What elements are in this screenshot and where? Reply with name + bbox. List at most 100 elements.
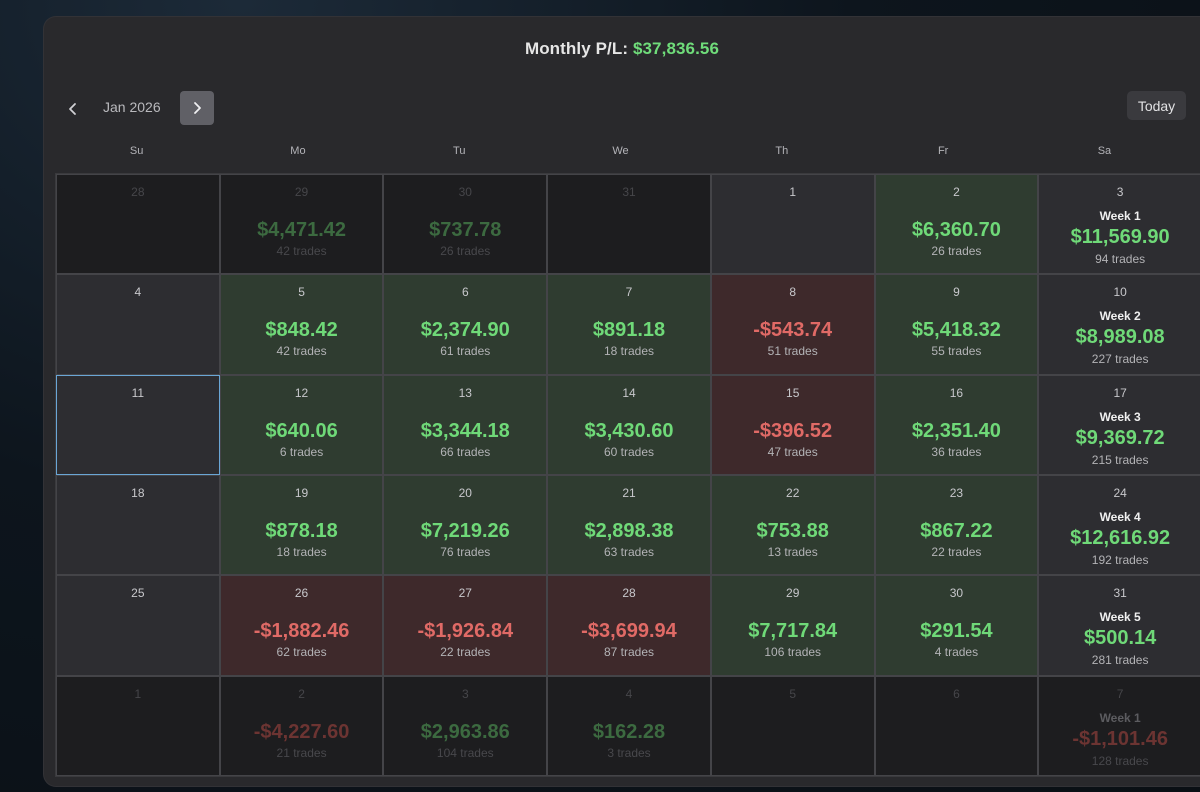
week-summary-cell[interactable]: 10 Week 2 $8,989.08 227 trades [1038, 274, 1200, 375]
trade-count: 128 trades [1091, 753, 1149, 768]
next-month-button[interactable] [180, 91, 214, 125]
calendar-day-cell[interactable]: 14 $3,430.60 60 trades [547, 374, 711, 475]
day-number: 11 [131, 385, 145, 400]
week-label: Week 1 [1099, 209, 1141, 223]
pl-amount: $640.06 [265, 419, 338, 442]
trade-count: 63 trades [603, 545, 655, 559]
week-summary-cell[interactable]: 3 Week 1 $11,569.90 94 trades [1038, 174, 1200, 275]
weekday-label: Tu [453, 145, 466, 157]
day-number: 27 [458, 586, 472, 601]
calendar-day-cell[interactable]: 16 $2,351.40 36 trades [874, 374, 1039, 475]
pl-amount: $737.78 [429, 219, 502, 241]
week-label: Week 2 [1099, 309, 1141, 324]
day-number: 5 [789, 686, 797, 701]
trade-count: 42 trades [276, 244, 327, 258]
calendar-day-cell[interactable]: 19 $878.18 18 trades [219, 475, 384, 576]
calendar-day-cell[interactable]: 28 -$3,699.94 87 trades [547, 575, 711, 676]
trade-count: 66 trades [440, 444, 491, 459]
calendar-day-cell[interactable]: 15 -$396.52 47 trades [710, 374, 875, 475]
day-number: 12 [294, 385, 309, 400]
trade-count: 42 trades [276, 344, 327, 359]
trade-count: 55 trades [931, 344, 982, 359]
calendar-day-cell[interactable]: 2 -$4,227.60 21 trades [219, 675, 384, 776]
day-number: 16 [949, 385, 964, 400]
day-number: 19 [294, 486, 309, 500]
trade-count: 281 trades [1091, 653, 1149, 668]
calendar-day-cell[interactable]: 4 $162.28 3 trades [547, 675, 711, 776]
pl-amount: $891.18 [592, 319, 666, 342]
weekday-label: Su [129, 145, 144, 157]
calendar-grid: 28 29 $4,471.42 42 trades 30 $737.78 26 trades… [55, 173, 1200, 777]
day-number: 13 [458, 385, 472, 400]
calendar-day-cell[interactable]: 12 $640.06 6 trades [219, 374, 384, 475]
trade-count: 61 trades [440, 344, 491, 359]
day-number: 31 [622, 185, 636, 199]
calendar-panel: Monthly P/L: $37,836.56 Jan 2026 Today S… [44, 17, 1200, 786]
pl-amount: $11,569.90 [1070, 226, 1170, 248]
calendar-day-cell[interactable]: 1 [56, 675, 220, 776]
calendar-day-cell[interactable]: 5 $848.42 42 trades [219, 274, 384, 375]
pl-amount: $2,374.90 [420, 319, 510, 342]
chevron-right-icon [194, 102, 201, 114]
trade-count: 22 trades [931, 545, 982, 559]
calendar-day-cell[interactable]: 8 -$543.74 51 trades [710, 274, 875, 375]
trade-count: 87 trades [603, 645, 655, 660]
day-number: 24 [1113, 486, 1127, 500]
calendar-day-cell[interactable]: 6 $2,374.90 61 trades [383, 274, 548, 375]
calendar-day-cell[interactable]: 29 $4,471.42 42 trades [219, 174, 384, 275]
day-number: 7 [1116, 686, 1124, 701]
calendar-day-cell[interactable]: 9 $5,418.32 55 trades [874, 274, 1039, 375]
day-number: 4 [625, 686, 633, 701]
calendar-day-cell[interactable]: 1 [710, 174, 875, 275]
pl-amount: $4,471.42 [257, 219, 347, 241]
calendar-day-cell[interactable]: 13 $3,344.18 66 trades [383, 374, 548, 475]
trade-count: 106 trades [764, 645, 822, 660]
trade-count: 227 trades [1091, 352, 1149, 367]
pl-amount: -$3,699.94 [581, 620, 677, 643]
trade-count: 215 trades [1091, 452, 1149, 467]
calendar-day-cell[interactable]: 5 [710, 675, 875, 776]
calendar-day-cell[interactable]: 2 $6,360.70 26 trades [874, 174, 1039, 275]
calendar-day-cell[interactable]: 26 -$1,882.46 62 trades [219, 575, 384, 676]
calendar-day-cell[interactable]: 28 [56, 174, 220, 275]
day-number: 6 [461, 285, 469, 300]
calendar-day-cell[interactable]: 25 [56, 575, 220, 676]
calendar-day-cell[interactable]: 30 $737.78 26 trades [383, 174, 548, 275]
trade-count: 36 trades [931, 444, 982, 459]
week-label: Week 4 [1099, 510, 1141, 524]
calendar-day-cell[interactable]: 23 $867.22 22 trades [874, 475, 1039, 576]
week-summary-cell[interactable]: 31 Week 5 $500.14 281 trades [1038, 575, 1200, 676]
day-number: 6 [953, 686, 960, 701]
today-button[interactable]: Today [1127, 91, 1186, 120]
calendar-day-cell[interactable]: 7 $891.18 18 trades [547, 274, 711, 375]
day-number: 29 [786, 586, 800, 601]
calendar-day-cell[interactable]: 21 $2,898.38 63 trades [547, 475, 711, 576]
week-summary-cell[interactable]: 17 Week 3 $9,369.72 215 trades [1038, 374, 1200, 475]
calendar-day-cell[interactable]: 27 -$1,926.84 22 trades [383, 575, 548, 676]
calendar-day-cell[interactable]: 31 [547, 174, 711, 275]
calendar-day-cell[interactable]: 30 $291.54 4 trades [874, 575, 1039, 676]
calendar-day-cell[interactable]: 22 $753.88 13 trades [710, 475, 875, 576]
monthly-pl-value: $37,836.56 [632, 39, 720, 58]
day-number: 7 [625, 285, 633, 300]
week-summary-cell[interactable]: 7 Week 1 -$1,101.46 128 trades [1038, 675, 1200, 776]
day-number: 3 [1116, 185, 1124, 199]
calendar-day-cell[interactable]: 3 $2,963.86 104 trades [383, 675, 548, 776]
prev-month-button[interactable] [60, 93, 86, 125]
trade-count: 6 trades [279, 444, 324, 459]
week-summary-cell[interactable]: 24 Week 4 $12,616.92 192 trades [1038, 475, 1200, 576]
pl-amount: $7,717.84 [748, 620, 838, 643]
pl-amount: $2,963.86 [420, 720, 510, 743]
calendar-day-cell[interactable]: 4 [56, 274, 220, 375]
trade-count: 18 trades [276, 545, 327, 559]
calendar-day-cell[interactable]: 6 [874, 675, 1039, 776]
calendar-day-cell[interactable]: 11 [56, 374, 220, 475]
trade-count: 4 trades [934, 645, 979, 660]
calendar-day-cell[interactable]: 29 $7,717.84 106 trades [710, 575, 875, 676]
trade-count: 62 trades [276, 645, 327, 660]
calendar-day-cell[interactable]: 20 $7,219.26 76 trades [383, 475, 548, 576]
pl-amount: -$1,882.46 [253, 620, 350, 643]
pl-amount: $8,989.08 [1075, 326, 1165, 349]
day-number: 28 [622, 586, 636, 601]
calendar-day-cell[interactable]: 18 [56, 475, 220, 576]
